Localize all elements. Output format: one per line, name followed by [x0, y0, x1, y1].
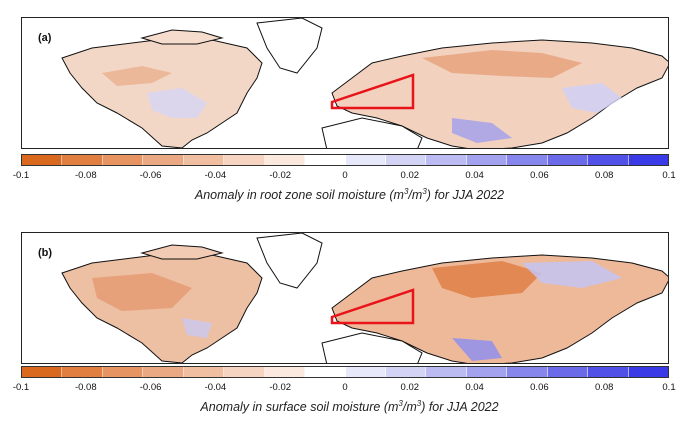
colorbar-segment: [547, 367, 589, 377]
colorbar-tick-label: 0.06: [530, 170, 549, 181]
colorbar-segment: [466, 367, 508, 377]
north-america-wet-patch: [147, 88, 207, 118]
colorbar-tick-label: -0.1: [12, 170, 30, 181]
map-frame-a: (a): [21, 17, 669, 149]
colorbar-title-a: Anomaly in root zone soil moisture (m3/m…: [194, 187, 505, 203]
north-america-dry-patch: [102, 66, 172, 86]
colorbar-segment: [143, 155, 184, 165]
eurasia-dry-patch: [422, 50, 582, 78]
colorbar-segment: [385, 155, 427, 165]
colorbar-segment: [628, 155, 668, 165]
colorbar-segment: [102, 155, 144, 165]
colorbar-segment: [385, 367, 427, 377]
colorbar-tick-label: -0.04: [204, 382, 227, 393]
colorbar-segment: [426, 367, 467, 377]
colorbar-tick-label: -0.02: [269, 170, 292, 181]
north-africa: [321, 117, 423, 148]
colorbar-segment: [183, 155, 225, 165]
colorbar-tick-label: 0.02: [400, 382, 420, 393]
colorbar-segment: [102, 367, 144, 377]
panel-a: (a) -0.1 -0.08 -0.06 -0.04 -0.02 0 0.02 0.04 0.0…: [0, 0, 699, 212]
colorbar-segment: [305, 155, 346, 165]
colorbar-tick-label: -0.02: [269, 382, 292, 393]
greenland: [256, 18, 323, 74]
colorbar-segment: [183, 367, 225, 377]
colorbar-tick-label: 0: [342, 170, 348, 181]
colorbar-tick-label: 0: [342, 382, 348, 393]
arctic-islands: [140, 29, 224, 45]
colorbar-segment: [224, 367, 265, 377]
colorbar-a: [21, 154, 669, 166]
colorbar-segment: [345, 367, 386, 377]
colorbar-segment: [547, 155, 589, 165]
colorbar-segment: [588, 367, 629, 377]
eurasia-wet-patch: [452, 118, 512, 143]
colorbar-tick-label: 0.1: [662, 170, 676, 181]
map-frame-b: (b): [21, 232, 669, 364]
colorbar-segment: [62, 155, 103, 165]
colorbar-segment: [143, 367, 184, 377]
colorbar-segment: [62, 367, 103, 377]
north-america-dry-patch: [92, 273, 192, 311]
europe-highlight-region: [330, 73, 415, 110]
colorbar-segment: [22, 367, 63, 377]
colorbar-tick-label: 0.02: [400, 170, 420, 181]
soil-moisture-map-b: [61, 233, 668, 363]
colorbar-segment: [264, 367, 306, 377]
colorbar-segment: [588, 155, 629, 165]
colorbar-tick-label: -0.06: [139, 382, 162, 393]
panel-label-b: (b): [38, 247, 53, 259]
colorbar-segment: [628, 367, 668, 377]
colorbar-tick-label: -0.08: [74, 170, 97, 181]
colorbar-segment: [507, 155, 548, 165]
colorbar-tick-label: 0.04: [465, 382, 484, 393]
colorbar-segment: [264, 155, 306, 165]
colorbar-tick-label: -0.06: [139, 170, 162, 181]
arctic-islands: [140, 244, 224, 260]
colorbar-segment: [22, 155, 63, 165]
colorbar-segment: [426, 155, 467, 165]
colorbar-segment: [466, 155, 508, 165]
east-asia-wet-patch: [562, 83, 622, 113]
eurasia-dry-patch: [432, 261, 542, 298]
colorbar-segment: [345, 155, 386, 165]
colorbar-segment: [224, 155, 265, 165]
colorbar-tick-label: -0.08: [74, 382, 97, 393]
colorbar-tick-label: 0.06: [530, 382, 549, 393]
europe-highlight-region: [330, 288, 415, 325]
colorbar-b: [21, 366, 669, 378]
colorbar-tick-label: 0.1: [662, 382, 676, 393]
soil-moisture-map-a: [61, 18, 668, 148]
colorbar-tick-label: -0.04: [204, 170, 227, 181]
colorbar-tick-label: 0.08: [594, 382, 614, 393]
colorbar-tick-label: 0.04: [465, 170, 484, 181]
panel-label-a: (a): [38, 32, 52, 44]
north-america-wet-patch: [182, 318, 212, 338]
colorbar-tick-label: 0.08: [594, 170, 614, 181]
colorbar-segment: [507, 367, 548, 377]
panel-b: (b) -0.1 -0.08 -0.06 -0.04 -0.02 0 0.02 0.04 0.0…: [0, 212, 699, 425]
greenland: [256, 233, 323, 289]
colorbar-title-b: Anomaly in surface soil moisture (m3/m3)…: [200, 399, 499, 415]
colorbar-segment: [305, 367, 346, 377]
colorbar-tick-label: -0.1: [12, 382, 30, 393]
eurasia-wet-patch: [522, 261, 622, 288]
south-asia-wet-patch: [452, 338, 502, 361]
north-africa: [321, 332, 423, 363]
